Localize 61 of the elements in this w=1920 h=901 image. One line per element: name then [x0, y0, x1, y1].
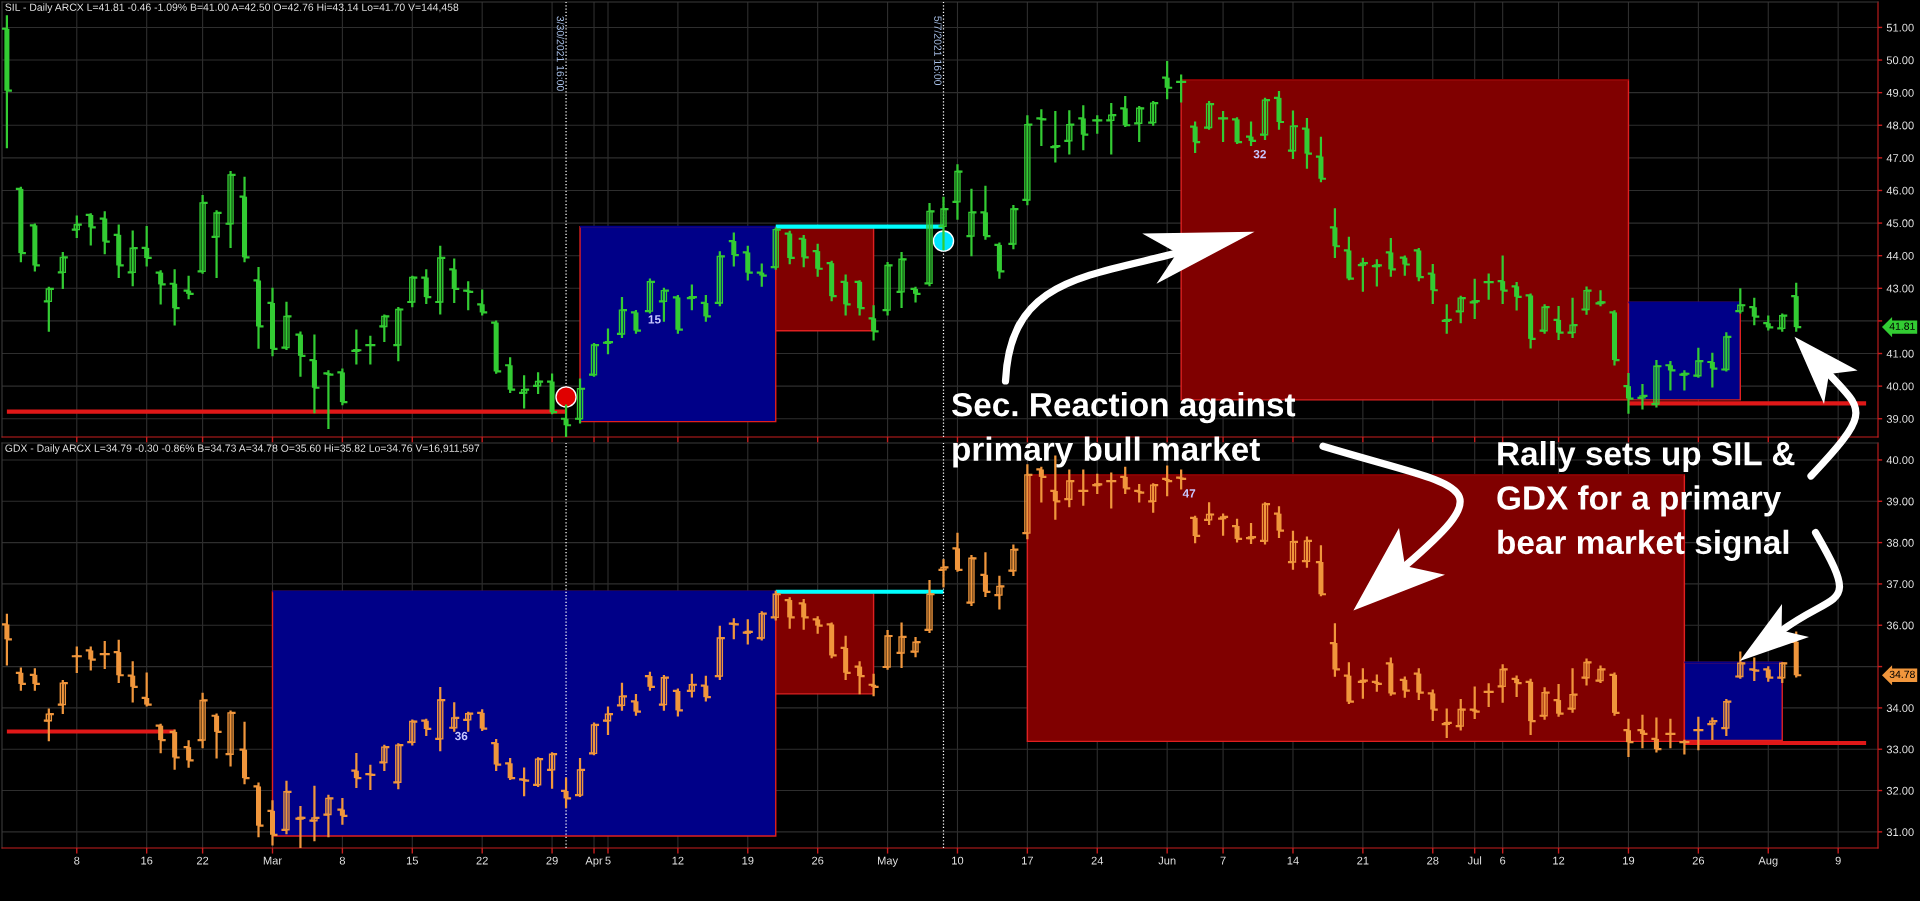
- x-tick-label: 5: [605, 856, 611, 865]
- y-tick-label: 43.00: [1886, 284, 1914, 293]
- y-tick-label: 45.00: [1886, 219, 1914, 228]
- chart-title: SIL - Daily ARCX L=41.81 -0.46 -1.09% B=41.00 A=42.50 O=42.76 Hi=43.14 Lo=41.70 V=144,458: [5, 3, 459, 14]
- annotation: Sec. Reaction against primary bull market: [951, 392, 1296, 468]
- x-tick-label: 21: [1357, 856, 1369, 865]
- x-tick-label: Apr: [585, 856, 603, 867]
- y-tick-label: 44.00: [1886, 251, 1914, 260]
- y-tick-label: 41.00: [1886, 349, 1914, 358]
- annotation: 32: [1253, 149, 1266, 159]
- x-tick-label: Jul: [1467, 856, 1482, 865]
- x-tick-label: 26: [1692, 856, 1705, 865]
- y-tick-label: 49.00: [1886, 88, 1914, 97]
- annotation: 47: [1182, 489, 1196, 498]
- x-tick-label: 26: [812, 856, 824, 865]
- y-tick-label: 38.00: [1886, 538, 1914, 547]
- text: 34.78: [1889, 670, 1915, 679]
- x-tick-label: 8: [339, 856, 345, 865]
- x-tick-label: 15: [406, 856, 418, 865]
- annotation: 5/7/2021 16:00: [934, 16, 942, 86]
- x-tick-label: 7: [1220, 856, 1226, 865]
- y-tick-label: 40.00: [1886, 382, 1914, 391]
- x-tick-label: 16: [141, 856, 153, 865]
- x-tick-label: 28: [1427, 856, 1439, 865]
- x-tick-label: Aug: [1758, 856, 1778, 867]
- x-tick-label: 24: [1091, 856, 1104, 865]
- x-tick-label: 17: [1022, 856, 1033, 865]
- y-tick-label: 51.00: [1886, 23, 1914, 32]
- x-tick-label: 19: [742, 856, 754, 865]
- annotation: 15: [648, 315, 661, 324]
- x-tick-label: 29: [546, 856, 558, 865]
- y-tick-label: 36.00: [1886, 621, 1914, 630]
- y-tick-label: 50.00: [1886, 56, 1914, 65]
- y-tick-label: 32.00: [1886, 786, 1914, 795]
- x-tick-label: Mar: [263, 856, 282, 865]
- x-tick-label: 12: [1553, 856, 1565, 865]
- y-tick-label: 39.00: [1886, 415, 1914, 423]
- y-tick-label: 47.00: [1886, 154, 1914, 163]
- x-tick-label: 22: [476, 856, 488, 865]
- y-tick-label: 33.00: [1886, 745, 1914, 754]
- y-tick-label: 39.00: [1886, 497, 1914, 506]
- y-tick-label: 34.00: [1886, 704, 1914, 713]
- x-tick-label: 14: [1287, 856, 1299, 865]
- x-tick-label: 9: [1835, 856, 1841, 865]
- x-tick-label: 22: [196, 856, 209, 865]
- x-tick-label: Jun: [1158, 856, 1176, 865]
- text: 41.81: [1889, 322, 1915, 330]
- y-tick-label: 37.00: [1886, 580, 1914, 589]
- x-tick-label: 10: [952, 856, 964, 865]
- annotation: 36: [454, 731, 468, 741]
- chart-title: GDX - Daily ARCX L=34.79 -0.30 -0.86% B=34.73 A=34.78 O=35.60 Hi=35.82 Lo=34.76 V=16,911,597: [5, 444, 480, 454]
- x-tick-label: 12: [672, 856, 684, 865]
- x-tick-label: 8: [74, 856, 80, 865]
- x-tick-label: 19: [1623, 856, 1635, 865]
- x-tick-label: 6: [1500, 856, 1506, 865]
- y-tick-label: 31.00: [1886, 828, 1914, 837]
- y-tick-label: 40.00: [1886, 456, 1914, 465]
- y-tick-label: 48.00: [1886, 121, 1914, 130]
- y-tick-label: 46.00: [1886, 186, 1914, 195]
- x-tick-label: May: [877, 856, 899, 867]
- annotation: 3/30/2021 16:00: [556, 16, 565, 91]
